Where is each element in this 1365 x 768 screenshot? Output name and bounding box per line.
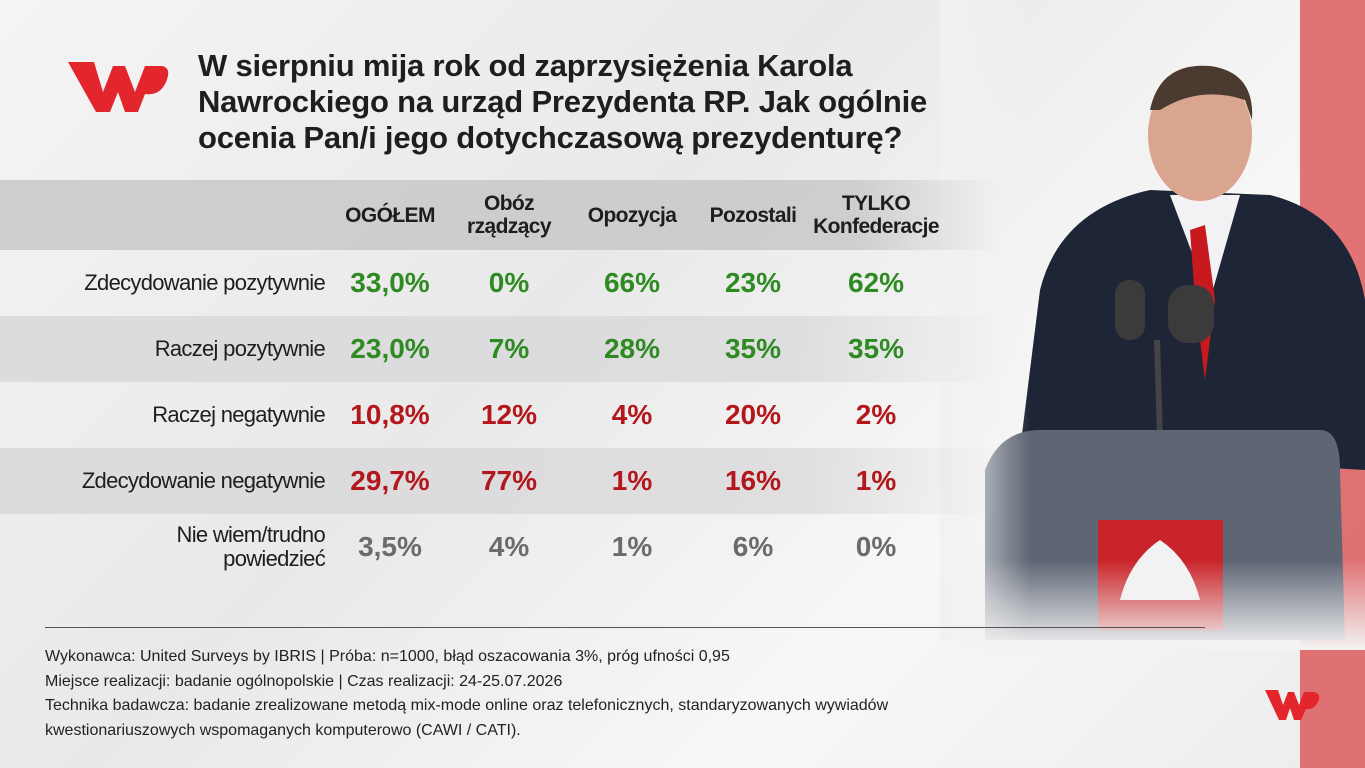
title: W sierpniu mija rok od zaprzysiężenia Ka… bbox=[198, 48, 928, 155]
column-header: OGÓŁEM bbox=[345, 203, 435, 227]
row-label: Zdecydowanie pozytywnie bbox=[84, 270, 325, 295]
cell-value: 4% bbox=[488, 531, 530, 562]
cell-value: 62% bbox=[847, 267, 905, 298]
table-row: Nie wiem/trudno powiedzieć 3,5% 4% 1% 6% 0% bbox=[0, 514, 1000, 580]
cell-value: 23% bbox=[724, 267, 782, 298]
cell-value: 0% bbox=[855, 531, 897, 562]
cell-value: 12% bbox=[480, 399, 538, 430]
cell-value: 3,5% bbox=[358, 531, 422, 562]
cell-value: 0% bbox=[488, 267, 530, 298]
column-header: Obóz rządzący bbox=[467, 192, 552, 238]
table-row: Zdecydowanie negatywnie 29,7% 77% 1% 16% 1% bbox=[0, 448, 1000, 514]
footer: Wykonawca: United Surveys by IBRIS | Pró… bbox=[45, 645, 945, 743]
footer-line: Technika badawcza: badanie zrealizowane … bbox=[45, 697, 889, 739]
cell-value: 66% bbox=[603, 267, 661, 298]
cell-value: 16% bbox=[724, 465, 782, 496]
footer-line: Miejsce realizacji: badanie ogólnopolski… bbox=[45, 672, 563, 690]
cell-value: 7% bbox=[488, 333, 530, 364]
cell-value: 2% bbox=[855, 399, 897, 430]
table-row: Raczej negatywnie 10,8% 12% 4% 20% 2% bbox=[0, 382, 1000, 448]
header-row: OGÓŁEM Obóz rządzący Opozycja Pozostali TYLK… bbox=[0, 180, 1000, 250]
column-header: Pozostali bbox=[709, 203, 797, 227]
cell-value: 1% bbox=[855, 465, 897, 496]
footer-line: Wykonawca: United Surveys by IBRIS | Pró… bbox=[45, 648, 730, 665]
column-header: Opozycja bbox=[587, 203, 677, 227]
cell-value: 35% bbox=[724, 333, 782, 364]
table-row: Zdecydowanie pozytywnie 33,0% 0% 66% 23% 62% bbox=[0, 250, 1000, 316]
divider bbox=[45, 627, 1205, 628]
cell-value: 23,0% bbox=[350, 333, 430, 364]
results-table: OGÓŁEM Obóz rządzący Opozycja Pozostali TYLK… bbox=[0, 180, 1000, 580]
cell-value: 33,0% bbox=[350, 267, 430, 298]
cell-value: 10,8% bbox=[350, 399, 430, 430]
cell-value: 4% bbox=[611, 399, 653, 430]
row-label: Raczej negatywnie bbox=[152, 402, 325, 427]
row-label: Raczej pozytywnie bbox=[154, 336, 326, 361]
cell-value: 6% bbox=[732, 531, 774, 562]
column-header: TYLKO Konfederacje bbox=[813, 192, 939, 238]
cell-value: 20% bbox=[724, 399, 782, 430]
row-label: Zdecydowanie negatywnie bbox=[81, 468, 326, 493]
cell-value: 1% bbox=[611, 531, 653, 562]
row-label: Nie wiem/trudno powiedzieć bbox=[176, 522, 326, 571]
cell-value: 77% bbox=[480, 465, 538, 496]
table-row: Raczej pozytywnie 23,0% 7% 28% 35% 35% bbox=[0, 316, 1000, 382]
cell-value: 29,7% bbox=[350, 465, 430, 496]
cell-value: 28% bbox=[603, 333, 661, 364]
cell-value: 1% bbox=[611, 465, 653, 496]
cell-value: 35% bbox=[847, 333, 905, 364]
